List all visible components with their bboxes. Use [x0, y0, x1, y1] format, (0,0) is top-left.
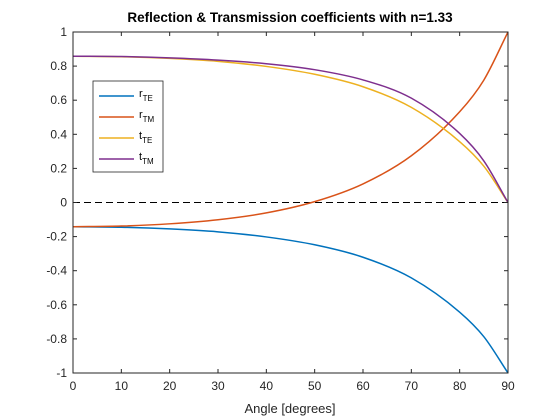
ticks-group: [72, 31, 509, 374]
legend-label: rTM: [139, 109, 155, 124]
legend-label-subscript: TM: [143, 115, 155, 124]
series-line-r-tm: [72, 31, 509, 228]
y-tick-label: -1: [56, 366, 67, 380]
y-tick-label: -0.2: [46, 230, 67, 244]
x-tick-labels: 0 10 20 30 40 50 60 70 80 90: [70, 379, 515, 393]
legend-label-subscript: TM: [142, 157, 154, 166]
legend-label: tTM: [139, 151, 154, 166]
legend-label: rTE: [139, 88, 153, 103]
legend-label-main: r: [139, 109, 143, 121]
x-tick-label: 70: [405, 379, 419, 393]
y-tick-label: -0.4: [46, 264, 67, 278]
y-tick-label: 0.4: [50, 127, 67, 141]
x-tick-label: 80: [453, 379, 467, 393]
legend-label: tTE: [139, 130, 152, 145]
series-line-t-tm: [72, 55, 509, 203]
series-group: [72, 31, 509, 374]
legend-label-main: r: [139, 88, 143, 100]
x-tick-label: 50: [308, 379, 322, 393]
chart-title: Reflection & Transmission coefficients w…: [127, 10, 453, 25]
y-tick-label: 1: [60, 25, 67, 39]
x-axis-label: Angle [degrees]: [244, 401, 335, 416]
y-tick-label: 0: [60, 196, 67, 210]
x-tick-label: 60: [356, 379, 370, 393]
legend-label-main: t: [139, 130, 142, 142]
x-tick-label: 30: [211, 379, 225, 393]
y-tick-label: -0.8: [46, 332, 67, 346]
series-line-r-te: [72, 225, 509, 374]
legend-label-main: t: [139, 151, 142, 163]
y-tick-label: -0.6: [46, 298, 67, 312]
x-tick-label: 10: [115, 379, 129, 393]
y-tick-label: 0.6: [50, 93, 67, 107]
x-tick-label: 20: [163, 379, 177, 393]
x-tick-label: 90: [501, 379, 515, 393]
x-tick-label: 0: [70, 379, 77, 393]
y-tick-label: 0.8: [50, 59, 67, 73]
legend-label-subscript: TE: [142, 136, 152, 145]
y-tick-labels: -1 -0.8 -0.6 -0.4 -0.2 0 0.2 0.4 0.6 0.8 1: [46, 25, 67, 380]
legend-label-subscript: TE: [143, 94, 153, 103]
y-tick-label: 0.2: [50, 161, 67, 175]
x-tick-label: 40: [260, 379, 274, 393]
